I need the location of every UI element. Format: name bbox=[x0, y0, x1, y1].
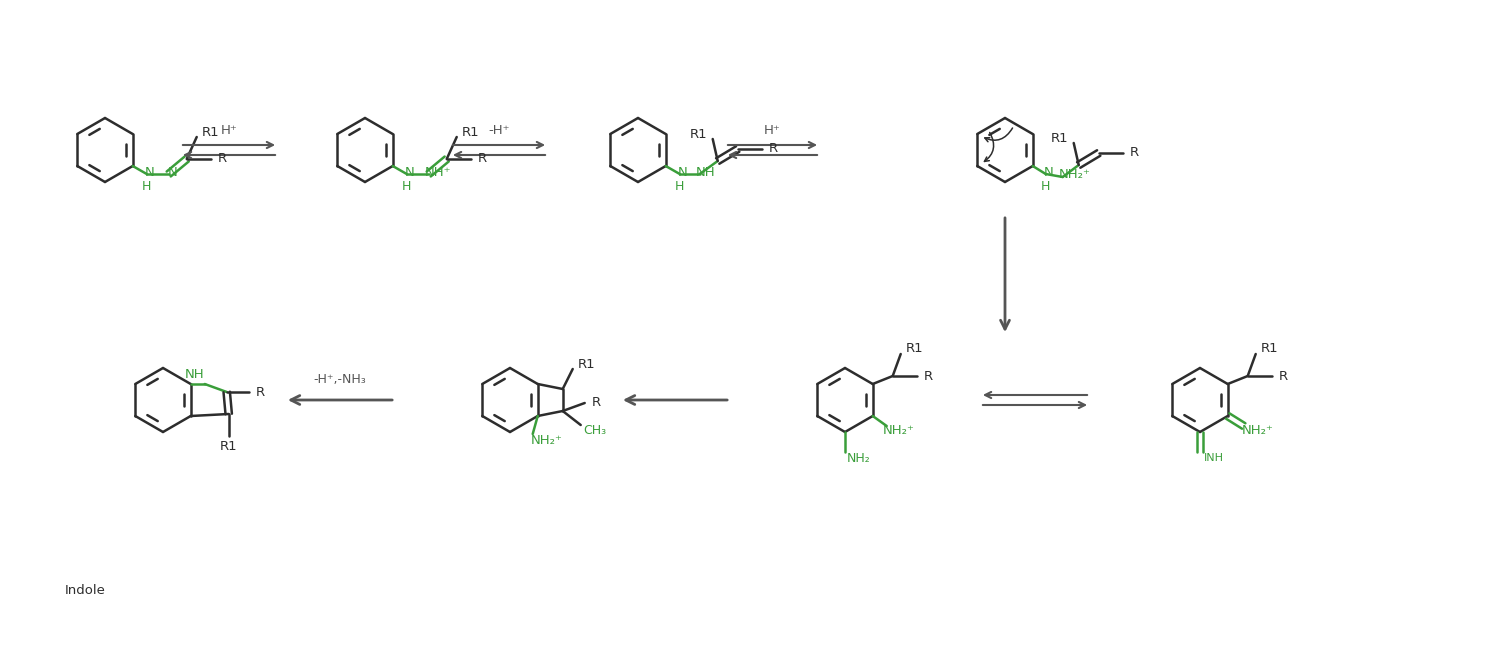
Text: NH₂⁺: NH₂⁺ bbox=[1242, 424, 1274, 437]
Text: R1: R1 bbox=[1051, 132, 1069, 145]
Text: R1: R1 bbox=[202, 126, 220, 139]
Text: R1: R1 bbox=[578, 357, 595, 370]
Text: N: N bbox=[167, 165, 178, 178]
Text: N: N bbox=[1044, 165, 1054, 178]
Text: NH₂⁺: NH₂⁺ bbox=[1059, 167, 1090, 180]
Text: R: R bbox=[770, 143, 779, 156]
Text: H: H bbox=[142, 180, 152, 193]
Text: R: R bbox=[925, 370, 934, 383]
Text: H: H bbox=[402, 180, 411, 193]
Text: R: R bbox=[592, 396, 601, 409]
Text: NH₂: NH₂ bbox=[846, 452, 870, 465]
Text: R: R bbox=[256, 385, 265, 398]
Text: NH₂⁺: NH₂⁺ bbox=[530, 434, 563, 447]
Text: H: H bbox=[1041, 180, 1050, 193]
Text: H: H bbox=[675, 180, 684, 193]
Text: NH: NH bbox=[185, 368, 205, 380]
Text: INH: INH bbox=[1203, 453, 1224, 463]
Text: R1: R1 bbox=[462, 126, 479, 139]
Text: H⁺: H⁺ bbox=[220, 124, 238, 137]
Text: CH₃: CH₃ bbox=[583, 424, 607, 437]
Text: R: R bbox=[218, 152, 227, 165]
Text: N: N bbox=[145, 165, 155, 178]
Text: -H⁺: -H⁺ bbox=[488, 124, 509, 137]
Text: NH⁺: NH⁺ bbox=[425, 165, 450, 178]
Text: N: N bbox=[678, 165, 688, 178]
Text: R: R bbox=[477, 152, 488, 165]
Text: H⁺: H⁺ bbox=[764, 124, 782, 137]
Text: R1: R1 bbox=[220, 439, 238, 452]
Text: R1: R1 bbox=[690, 128, 708, 141]
Text: N: N bbox=[405, 165, 414, 178]
Text: NH₂⁺: NH₂⁺ bbox=[883, 424, 914, 437]
Text: NH: NH bbox=[696, 165, 715, 178]
Text: Indole: Indole bbox=[65, 583, 105, 596]
Text: -H⁺,-NH₃: -H⁺,-NH₃ bbox=[313, 374, 366, 387]
Text: R1: R1 bbox=[1261, 342, 1279, 355]
Text: R: R bbox=[1279, 370, 1288, 383]
Text: R: R bbox=[1130, 146, 1139, 159]
Text: R1: R1 bbox=[907, 342, 923, 355]
